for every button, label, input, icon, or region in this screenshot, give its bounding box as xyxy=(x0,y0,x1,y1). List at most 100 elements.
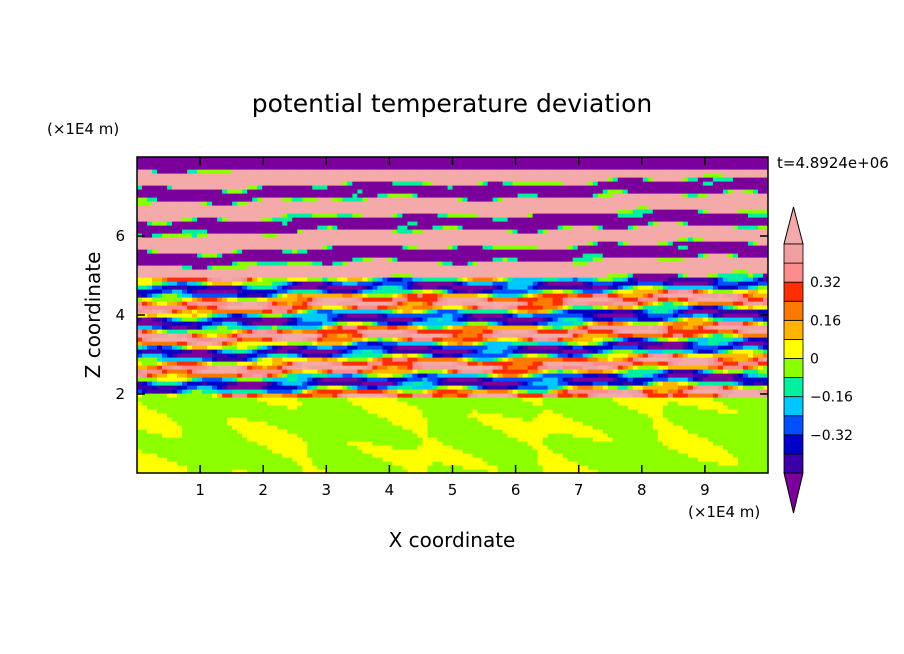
contour-cell xyxy=(492,333,499,338)
contour-cell xyxy=(292,393,298,398)
contour-cell xyxy=(152,405,158,410)
contour-cell xyxy=(642,345,649,350)
contour-cell xyxy=(147,413,153,418)
contour-cell xyxy=(757,317,764,322)
contour-cell xyxy=(357,405,363,410)
contour-cell xyxy=(302,397,308,402)
contour-cell xyxy=(577,445,584,450)
contour-cell xyxy=(697,445,704,450)
contour-cell xyxy=(612,413,619,418)
contour-cell xyxy=(257,381,263,386)
contour-cell xyxy=(747,465,754,470)
contour-cell xyxy=(302,445,308,450)
contour-cell xyxy=(552,449,559,454)
contour-cell xyxy=(232,329,238,334)
contour-cell xyxy=(647,337,654,342)
contour-cell xyxy=(622,397,629,402)
contour-cell xyxy=(737,393,744,398)
contour-cell xyxy=(742,333,749,338)
contour-cell xyxy=(582,445,589,450)
contour-cell xyxy=(302,377,308,382)
contour-cell xyxy=(432,409,439,414)
contour-cell xyxy=(627,373,634,378)
contour-cell xyxy=(302,337,308,342)
contour-cell xyxy=(172,397,178,402)
contour-cell xyxy=(737,441,744,446)
contour-cell xyxy=(227,441,233,446)
contour-cell xyxy=(577,389,584,394)
contour-cell xyxy=(467,461,474,466)
contour-cell xyxy=(677,333,684,338)
contour-cell xyxy=(587,365,594,370)
contour-cell xyxy=(762,377,768,382)
contour-cell xyxy=(632,453,639,458)
contour-cell xyxy=(142,425,148,430)
contour-cell xyxy=(257,425,263,430)
contour-cell xyxy=(537,449,544,454)
contour-cell xyxy=(257,421,263,426)
contour-cell xyxy=(397,377,404,382)
contour-cell xyxy=(192,453,198,458)
contour-cell xyxy=(722,345,729,350)
contour-cell xyxy=(617,377,624,382)
contour-cell xyxy=(647,329,654,334)
contour-cell xyxy=(312,329,318,334)
contour-cell xyxy=(162,349,168,354)
contour-cell xyxy=(302,365,308,370)
contour-cell xyxy=(687,365,694,370)
contour-cell xyxy=(502,397,509,402)
contour-cell xyxy=(152,397,158,402)
contour-cell xyxy=(692,461,699,466)
contour-cell xyxy=(442,317,449,322)
contour-cell xyxy=(242,353,248,358)
contour-cell xyxy=(182,461,188,466)
contour-cell xyxy=(327,429,333,434)
contour-cell xyxy=(177,449,183,454)
contour-cell xyxy=(237,449,243,454)
contour-cell xyxy=(427,361,434,366)
contour-cell xyxy=(237,461,243,466)
contour-cell xyxy=(252,409,258,414)
contour-cell xyxy=(647,325,654,330)
contour-cell xyxy=(687,377,694,382)
contour-cell xyxy=(632,369,639,374)
contour-cell xyxy=(232,361,238,366)
contour-cell xyxy=(367,429,373,434)
contour-cell xyxy=(557,397,564,402)
contour-cell xyxy=(192,353,198,358)
contour-cell xyxy=(682,373,689,378)
contour-cell xyxy=(417,461,424,466)
contour-cell xyxy=(327,413,333,418)
contour-cell xyxy=(422,317,429,322)
contour-cell xyxy=(752,425,759,430)
contour-cell xyxy=(492,365,499,370)
contour-cell xyxy=(207,397,213,402)
contour-cell xyxy=(222,357,228,362)
contour-cell xyxy=(467,333,474,338)
contour-cell xyxy=(277,349,283,354)
contour-cell xyxy=(307,429,313,434)
contour-cell xyxy=(447,369,454,374)
contour-cell xyxy=(547,389,554,394)
contour-cell xyxy=(502,413,509,418)
contour-cell xyxy=(167,313,173,318)
contour-cell xyxy=(442,329,449,334)
contour-cell xyxy=(647,361,654,366)
contour-cell xyxy=(447,321,454,326)
contour-cell xyxy=(607,377,614,382)
contour-cell xyxy=(387,437,394,442)
contour-cell xyxy=(412,365,419,370)
contour-cell xyxy=(727,333,734,338)
contour-cell xyxy=(537,413,544,418)
contour-cell xyxy=(292,433,298,438)
contour-cell xyxy=(432,341,439,346)
contour-cell xyxy=(667,409,674,414)
contour-cell xyxy=(317,441,323,446)
contour-cell xyxy=(687,449,694,454)
contour-cell xyxy=(502,461,509,466)
contour-cell xyxy=(707,325,714,330)
contour-cell xyxy=(752,437,759,442)
contour-cell xyxy=(297,373,303,378)
contour-cell xyxy=(252,373,258,378)
contour-cell xyxy=(677,349,684,354)
